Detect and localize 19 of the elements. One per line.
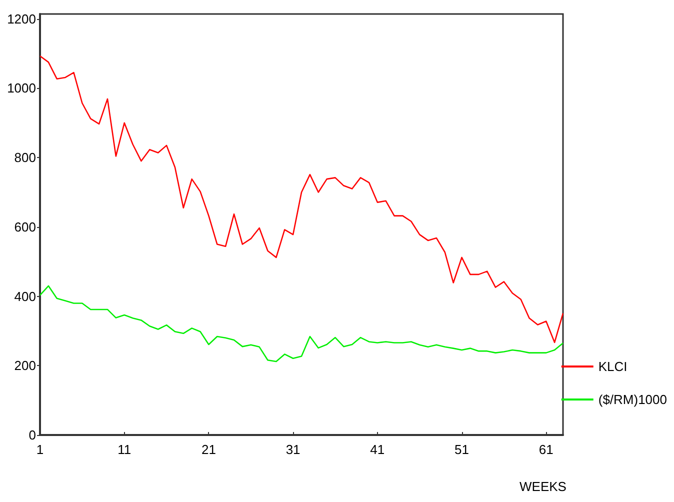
y-tick-label: 600 — [14, 219, 36, 234]
x-tick-label: 51 — [454, 442, 470, 457]
legend-label: ($/RM)1000 — [598, 392, 668, 407]
y-tick-label: 800 — [14, 150, 36, 166]
x-tick-label: 61 — [538, 442, 554, 457]
y-tick-label: 1000 — [7, 80, 36, 96]
x-tick-label: 41 — [370, 442, 385, 457]
legend-label: KLCI — [598, 359, 628, 374]
line-series — [39, 55, 564, 344]
y-tick-label: 0 — [28, 428, 36, 442]
x-tick-label: 1 — [36, 442, 44, 457]
x-tick-label: 11 — [118, 442, 132, 457]
y-tick-label: 1200 — [7, 11, 36, 26]
y-tick-label: 400 — [14, 288, 36, 304]
x-tick-label: 31 — [286, 442, 300, 457]
x-axis-title: WEEKS — [520, 479, 567, 494]
x-tick-label: 21 — [201, 442, 216, 457]
y-tick-label: 200 — [14, 358, 36, 374]
line-series — [39, 285, 564, 362]
